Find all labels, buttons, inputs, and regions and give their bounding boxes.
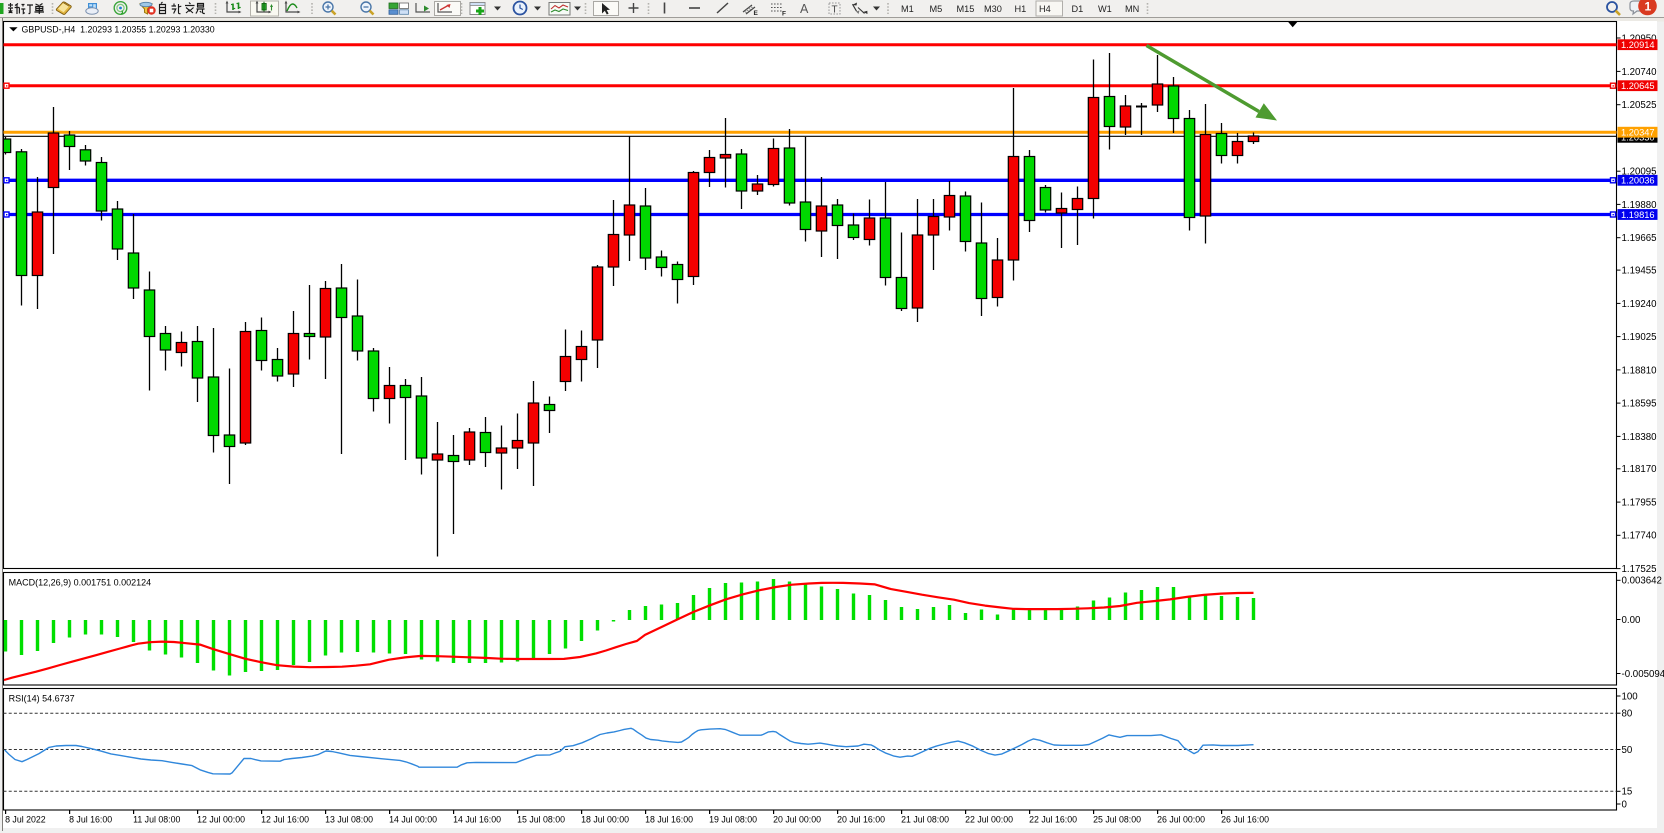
svg-text:18 Jul 00:00: 18 Jul 00:00: [581, 815, 629, 825]
svg-text:1.19665: 1.19665: [1622, 233, 1657, 244]
svg-text:26 Jul 00:00: 26 Jul 00:00: [1157, 815, 1205, 825]
svg-text:1.19455: 1.19455: [1622, 266, 1657, 277]
svg-text:1.17955: 1.17955: [1622, 498, 1657, 509]
svg-text:18 Jul 16:00: 18 Jul 16:00: [645, 815, 693, 825]
svg-text:1.20347: 1.20347: [1621, 128, 1655, 138]
svg-text:0.00: 0.00: [1622, 615, 1641, 626]
svg-text:1.20950: 1.20950: [1622, 33, 1658, 44]
svg-text:1.18170: 1.18170: [1622, 464, 1658, 475]
svg-text:-0.005094: -0.005094: [1622, 669, 1664, 680]
svg-text:1.20330: 1.20330: [1621, 133, 1655, 143]
svg-text:H1: H1: [1015, 4, 1027, 14]
svg-text:1.20525: 1.20525: [1622, 100, 1657, 111]
svg-text:D1: D1: [1072, 4, 1084, 14]
svg-text:1.20095: 1.20095: [1622, 167, 1657, 178]
svg-text:19 Jul 08:00: 19 Jul 08:00: [709, 815, 757, 825]
svg-text:11 Jul 08:00: 11 Jul 08:00: [133, 815, 180, 825]
svg-text:T: T: [832, 5, 838, 16]
svg-text:13 Jul 08:00: 13 Jul 08:00: [325, 815, 373, 825]
svg-text:1.17525: 1.17525: [1622, 564, 1657, 575]
svg-text:26 Jul 16:00: 26 Jul 16:00: [1221, 815, 1269, 825]
svg-text:8 Jul 2022: 8 Jul 2022: [5, 815, 46, 825]
svg-text:22 Jul 00:00: 22 Jul 00:00: [965, 815, 1013, 825]
svg-text:W1: W1: [1098, 4, 1112, 14]
svg-text:1.18810: 1.18810: [1622, 365, 1658, 376]
svg-text:8 Jul 16:00: 8 Jul 16:00: [69, 815, 112, 825]
svg-text:1.20914: 1.20914: [1621, 40, 1655, 50]
svg-text:21 Jul 08:00: 21 Jul 08:00: [901, 815, 949, 825]
svg-text:15: 15: [1622, 787, 1633, 798]
svg-text:1.20740: 1.20740: [1622, 67, 1658, 78]
svg-text:14 Jul 16:00: 14 Jul 16:00: [453, 815, 501, 825]
svg-text:F: F: [782, 11, 786, 18]
svg-text:M5: M5: [930, 4, 943, 14]
svg-text:1.17740: 1.17740: [1622, 531, 1658, 542]
svg-text:0.003642: 0.003642: [1622, 576, 1662, 587]
svg-text:GBPUSD-,H4 1.20293 1.20355 1.: GBPUSD-,H4 1.20293 1.20355 1.20293 1.203…: [22, 24, 215, 34]
svg-text:12 Jul 00:00: 12 Jul 00:00: [197, 815, 245, 825]
svg-text:1.20645: 1.20645: [1621, 81, 1655, 91]
svg-text:14 Jul 00:00: 14 Jul 00:00: [389, 815, 437, 825]
svg-text:MN: MN: [1125, 4, 1139, 14]
svg-text:E: E: [754, 10, 759, 17]
svg-text:0: 0: [1622, 799, 1628, 810]
svg-text:25 Jul 08:00: 25 Jul 08:00: [1093, 815, 1141, 825]
svg-text:80: 80: [1622, 709, 1633, 720]
svg-text:1.18595: 1.18595: [1622, 399, 1657, 410]
svg-text:1.19240: 1.19240: [1622, 299, 1658, 310]
svg-text:A: A: [800, 2, 809, 16]
svg-text:1.18380: 1.18380: [1622, 432, 1658, 443]
svg-text:1.19880: 1.19880: [1622, 200, 1658, 211]
svg-text:RSI(14) 54.6737: RSI(14) 54.6737: [9, 693, 75, 703]
svg-text:1: 1: [1645, 0, 1652, 14]
svg-text:22 Jul 16:00: 22 Jul 16:00: [1029, 815, 1077, 825]
svg-text:H4: H4: [1039, 4, 1051, 14]
svg-text:20 Jul 00:00: 20 Jul 00:00: [773, 815, 821, 825]
svg-text:50: 50: [1622, 745, 1633, 756]
svg-text:1.19816: 1.19816: [1621, 210, 1655, 220]
svg-text:20 Jul 16:00: 20 Jul 16:00: [837, 815, 885, 825]
svg-text:M1: M1: [901, 4, 914, 14]
svg-text:12 Jul 16:00: 12 Jul 16:00: [261, 815, 309, 825]
svg-text:M30: M30: [984, 4, 1002, 14]
svg-text:1.20036: 1.20036: [1621, 176, 1655, 186]
svg-text:M15: M15: [957, 4, 975, 14]
svg-text:15 Jul 08:00: 15 Jul 08:00: [517, 815, 565, 825]
svg-text:100: 100: [1622, 691, 1639, 702]
svg-text:MACD(12,26,9) 0.001751 0.00212: MACD(12,26,9) 0.001751 0.002124: [9, 578, 152, 588]
svg-text:1.19025: 1.19025: [1622, 332, 1657, 343]
